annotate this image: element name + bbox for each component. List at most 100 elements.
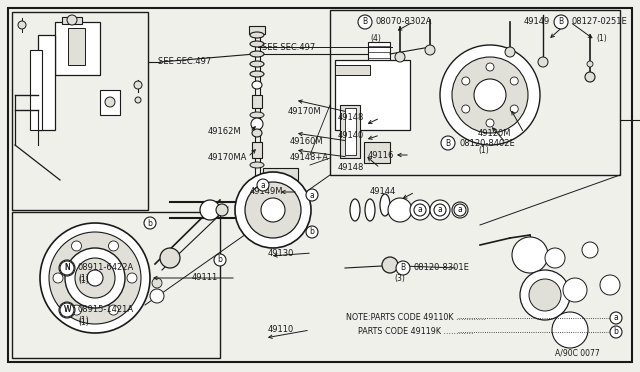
Circle shape (261, 198, 285, 222)
Text: 49144: 49144 (370, 187, 396, 196)
Circle shape (529, 279, 561, 311)
Text: b: b (148, 218, 152, 228)
Text: b: b (218, 256, 223, 264)
Bar (364, 142, 390, 163)
Circle shape (430, 200, 450, 220)
Text: a: a (458, 205, 462, 215)
Bar (55, 22, 100, 75)
Text: A/90C 0077: A/90C 0077 (555, 349, 600, 357)
Circle shape (60, 303, 74, 317)
Circle shape (105, 97, 115, 107)
Bar (252, 142, 262, 158)
Circle shape (87, 270, 103, 286)
Circle shape (610, 312, 622, 324)
Bar (12, 12, 148, 210)
Text: a: a (310, 190, 314, 199)
Circle shape (40, 223, 150, 333)
Circle shape (452, 57, 528, 133)
Text: PARTS CODE 49119K ............: PARTS CODE 49119K ............ (358, 327, 474, 337)
Bar (100, 90, 120, 115)
Circle shape (440, 45, 540, 145)
Bar (68, 28, 85, 65)
Text: 49140: 49140 (338, 131, 364, 140)
Circle shape (59, 302, 75, 318)
Circle shape (461, 105, 470, 113)
Text: a: a (418, 205, 422, 215)
Bar (12, 212, 220, 358)
Text: 08127-0251E: 08127-0251E (572, 17, 628, 26)
Circle shape (505, 47, 515, 57)
Circle shape (251, 118, 263, 130)
Ellipse shape (252, 129, 262, 137)
Text: N: N (64, 263, 70, 273)
Text: 49120M: 49120M (478, 128, 511, 138)
Text: a: a (260, 180, 266, 189)
Text: 49111: 49111 (192, 273, 218, 282)
Text: W: W (63, 305, 71, 314)
Circle shape (150, 289, 164, 303)
Bar (38, 35, 55, 130)
Circle shape (454, 204, 466, 216)
Circle shape (109, 241, 118, 251)
Circle shape (510, 105, 518, 113)
Circle shape (75, 258, 115, 298)
Circle shape (216, 204, 228, 216)
Circle shape (109, 305, 118, 315)
Circle shape (245, 182, 301, 238)
Bar (252, 95, 262, 108)
Text: 08070-8302A: 08070-8302A (376, 17, 433, 26)
Text: a: a (438, 205, 442, 215)
Text: 49162M: 49162M (208, 128, 242, 137)
Text: B: B (445, 138, 451, 148)
Circle shape (59, 260, 75, 276)
Circle shape (395, 52, 405, 62)
Text: 49116: 49116 (368, 151, 394, 160)
Circle shape (610, 326, 622, 338)
Text: a: a (614, 314, 618, 323)
Ellipse shape (250, 162, 264, 168)
Text: 49148: 49148 (338, 164, 364, 173)
Text: B: B (401, 263, 406, 273)
Circle shape (388, 198, 412, 222)
Text: 08915-1421A: 08915-1421A (78, 305, 134, 314)
Bar (340, 105, 360, 158)
Text: (1): (1) (596, 33, 607, 42)
Text: 49149M: 49149M (250, 187, 284, 196)
Text: 49110: 49110 (268, 326, 294, 334)
Circle shape (441, 136, 455, 150)
Ellipse shape (250, 61, 264, 67)
Circle shape (306, 226, 318, 238)
Circle shape (53, 273, 63, 283)
Circle shape (72, 305, 81, 315)
Circle shape (396, 261, 410, 275)
Circle shape (200, 200, 220, 220)
Ellipse shape (250, 41, 264, 47)
Text: 49170MA: 49170MA (208, 153, 248, 161)
Text: SEE SEC.497: SEE SEC.497 (262, 42, 316, 51)
Circle shape (235, 172, 311, 248)
Circle shape (600, 275, 620, 295)
Circle shape (127, 273, 137, 283)
Text: b: b (310, 228, 314, 237)
Ellipse shape (250, 71, 264, 77)
Circle shape (49, 232, 141, 324)
Ellipse shape (365, 199, 375, 221)
Ellipse shape (350, 199, 360, 221)
Text: N: N (64, 263, 70, 273)
Circle shape (410, 200, 430, 220)
Text: B: B (362, 17, 367, 26)
Bar (368, 42, 390, 68)
Circle shape (214, 254, 226, 266)
Text: b: b (614, 327, 618, 337)
Circle shape (257, 179, 269, 191)
Bar (330, 10, 620, 175)
Circle shape (18, 21, 26, 29)
Circle shape (552, 312, 588, 348)
Bar (335, 60, 410, 130)
Bar (62, 17, 82, 24)
Bar (249, 26, 265, 34)
Circle shape (587, 61, 593, 67)
Circle shape (67, 15, 77, 25)
Circle shape (474, 79, 506, 111)
Circle shape (554, 15, 568, 29)
